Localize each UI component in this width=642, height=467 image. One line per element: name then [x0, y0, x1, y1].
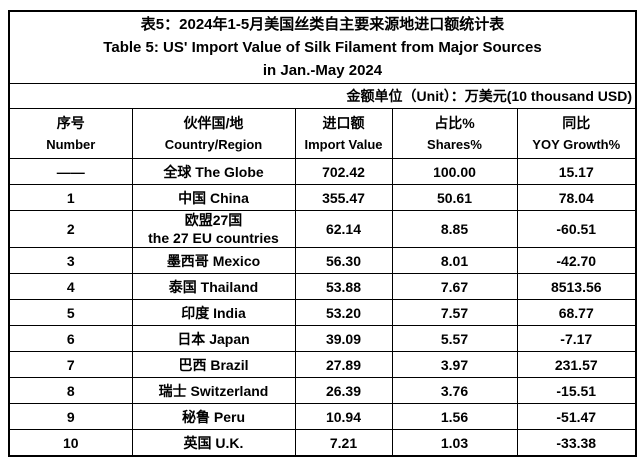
number-cell: 1 [8, 184, 133, 211]
yoy-cell: -33.38 [516, 429, 637, 457]
import-value-cell: 27.89 [294, 351, 393, 378]
yoy-cell: -42.70 [516, 247, 637, 274]
number-cell: 8 [8, 377, 133, 404]
table-row: 3 墨西哥 Mexico 56.30 8.01 -42.70 [8, 247, 637, 274]
country-cell: 全球 The Globe [131, 158, 296, 185]
share-cell: 8.01 [391, 247, 518, 274]
import-value-cell: 53.20 [294, 299, 393, 326]
import-stats-table: 表5：2024年1-5月美国丝类自主要来源地进口额统计表 Table 5: US… [8, 10, 637, 457]
import-value-cell: 10.94 [294, 403, 393, 430]
table-row: —— 全球 The Globe 702.42 100.00 15.17 [8, 158, 637, 185]
yoy-cell: -60.51 [516, 210, 637, 248]
country-cell: 欧盟27国 the 27 EU countries [131, 210, 296, 248]
table-row: 9 秘鲁 Peru 10.94 1.56 -51.47 [8, 403, 637, 430]
country-cell: 印度 India [131, 299, 296, 326]
country-cell: 英国 U.K. [131, 429, 296, 457]
country-cell: 中国 China [131, 184, 296, 211]
import-value-cell: 355.47 [294, 184, 393, 211]
table-row: 5 印度 India 53.20 7.57 68.77 [8, 299, 637, 326]
number-cell: 7 [8, 351, 133, 378]
import-value-cell: 7.21 [294, 429, 393, 457]
number-cell: 9 [8, 403, 133, 430]
number-cell: 10 [8, 429, 133, 457]
import-value-cell: 62.14 [294, 210, 393, 248]
import-value-cell: 702.42 [294, 158, 393, 185]
share-cell: 3.97 [391, 351, 518, 378]
table-body: 表5：2024年1-5月美国丝类自主要来源地进口额统计表 Table 5: US… [8, 10, 637, 457]
table-row: 7 巴西 Brazil 27.89 3.97 231.57 [8, 351, 637, 378]
share-cell: 1.03 [391, 429, 518, 457]
table-row: 4 泰国 Thailand 53.88 7.67 8513.56 [8, 273, 637, 300]
number-cell: 4 [8, 273, 133, 300]
table-title: 表5：2024年1-5月美国丝类自主要来源地进口额统计表 Table 5: US… [8, 10, 637, 84]
header-shares: 占比% Shares% [391, 108, 518, 159]
header-country: 伙伴国/地 Country/Region [131, 108, 296, 159]
number-cell: 6 [8, 325, 133, 352]
country-cell: 巴西 Brazil [131, 351, 296, 378]
table-row: 2 欧盟27国 the 27 EU countries 62.14 8.85 -60.5… [8, 210, 637, 248]
table-row: 8 瑞士 Switzerland 26.39 3.76 -15.51 [8, 377, 637, 404]
country-cell: 瑞士 Switzerland [131, 377, 296, 404]
title-row: 表5：2024年1-5月美国丝类自主要来源地进口额统计表 Table 5: US… [8, 10, 637, 84]
import-value-cell: 26.39 [294, 377, 393, 404]
country-cell: 泰国 Thailand [131, 273, 296, 300]
yoy-cell: 8513.56 [516, 273, 637, 300]
number-cell: —— [8, 158, 133, 185]
unit-row: 金额单位（Unit）：万美元(10 thousand USD) [8, 83, 637, 109]
title-line-en2: in Jan.-May 2024 [262, 62, 383, 79]
yoy-cell: 78.04 [516, 184, 637, 211]
header-yoy-growth: 同比 YOY Growth% [516, 108, 637, 159]
table-row: 10 英国 U.K. 7.21 1.03 -33.38 [8, 429, 637, 457]
title-line-en1: Table 5: US' Import Value of Silk Filame… [103, 39, 542, 56]
header-row: 序号 Number 伙伴国/地 Country/Region 进口额 Impor… [8, 108, 637, 159]
yoy-cell: 15.17 [516, 158, 637, 185]
import-value-cell: 53.88 [294, 273, 393, 300]
share-cell: 3.76 [391, 377, 518, 404]
header-import-value: 进口额 Import Value [294, 108, 393, 159]
number-cell: 3 [8, 247, 133, 274]
header-number: 序号 Number [8, 108, 133, 159]
import-value-cell: 56.30 [294, 247, 393, 274]
yoy-cell: -15.51 [516, 377, 637, 404]
country-cell: 日本 Japan [131, 325, 296, 352]
title-line-zh: 表5：2024年1-5月美国丝类自主要来源地进口额统计表 [140, 16, 505, 33]
number-cell: 5 [8, 299, 133, 326]
table-row: 6 日本 Japan 39.09 5.57 -7.17 [8, 325, 637, 352]
share-cell: 8.85 [391, 210, 518, 248]
share-cell: 5.57 [391, 325, 518, 352]
unit-note: 金额单位（Unit）：万美元(10 thousand USD) [8, 83, 637, 109]
country-cell: 秘鲁 Peru [131, 403, 296, 430]
yoy-cell: -7.17 [516, 325, 637, 352]
share-cell: 1.56 [391, 403, 518, 430]
table-row: 1 中国 China 355.47 50.61 78.04 [8, 184, 637, 211]
number-cell: 2 [8, 210, 133, 248]
share-cell: 7.67 [391, 273, 518, 300]
yoy-cell: 68.77 [516, 299, 637, 326]
yoy-cell: -51.47 [516, 403, 637, 430]
country-cell: 墨西哥 Mexico [131, 247, 296, 274]
share-cell: 100.00 [391, 158, 518, 185]
import-value-cell: 39.09 [294, 325, 393, 352]
share-cell: 7.57 [391, 299, 518, 326]
share-cell: 50.61 [391, 184, 518, 211]
yoy-cell: 231.57 [516, 351, 637, 378]
